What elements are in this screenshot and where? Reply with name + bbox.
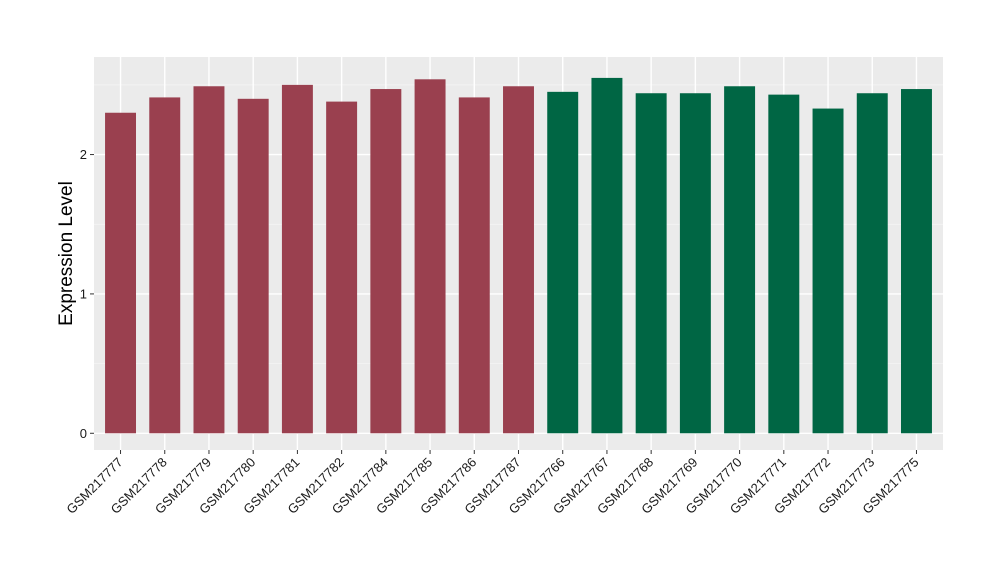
y-axis-title: Expression Level [56, 181, 77, 326]
bar-GSM217775 [900, 89, 932, 434]
bar-GSM217778 [149, 97, 181, 434]
bar-GSM217770 [724, 86, 756, 434]
y-tick-label: 0 [80, 426, 87, 441]
bar-GSM217784 [370, 89, 402, 434]
bar-GSM217787 [503, 86, 534, 434]
bar-GSM217772 [812, 108, 844, 434]
bar-GSM217782 [326, 101, 358, 434]
bar-GSM217779 [193, 86, 225, 434]
bar-GSM217766 [547, 91, 579, 434]
bar-GSM217771 [768, 94, 800, 434]
bar-GSM217786 [458, 97, 490, 434]
y-axis: 0 1 2 [80, 147, 94, 441]
bar-GSM217781 [281, 84, 313, 434]
y-tick-label: 2 [80, 147, 87, 162]
bars [105, 77, 932, 434]
bar-GSM217769 [679, 93, 711, 434]
y-tick-label: 1 [80, 286, 87, 301]
x-axis: GSM217777GSM217778GSM217779GSM217780GSM2… [63, 450, 922, 517]
bar-GSM217773 [856, 93, 888, 434]
bar-GSM217767 [591, 77, 623, 434]
bar-GSM217777 [105, 112, 137, 434]
bar-GSM217785 [414, 79, 446, 434]
bar-GSM217768 [635, 93, 667, 434]
bar-GSM217780 [237, 98, 269, 434]
